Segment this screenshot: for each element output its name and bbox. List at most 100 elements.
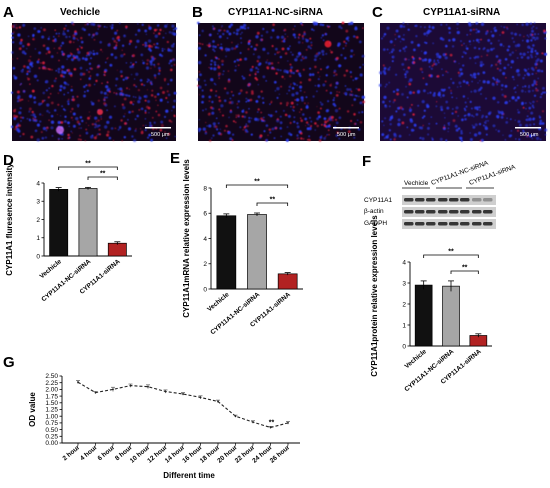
stain-spot [67,98,70,101]
nucleus-spot [403,68,405,71]
nucleus-spot [128,94,131,97]
nucleus-spot [61,65,65,69]
y-tick-label: 4 [203,236,207,243]
nucleus-spot [354,94,356,97]
nucleus-spot [487,119,490,122]
stain-spot [302,68,305,71]
nucleus-spot [79,72,84,76]
nucleus-spot [432,42,435,45]
nucleus-spot [514,44,518,48]
nucleus-spot [442,74,444,76]
stain-spot [217,44,219,46]
nucleus-spot [533,22,536,24]
nucleus-spot [277,68,280,71]
nucleus-spot [464,118,467,121]
nucleus-spot [527,89,531,93]
stain-spot [468,84,470,86]
nucleus-spot [325,109,329,113]
panel-letter-f: F [362,153,371,170]
nucleus-spot [317,84,321,88]
nucleus-spot [122,106,126,110]
nucleus-spot [275,110,278,113]
od-series-line [77,381,289,429]
nucleus-spot [86,89,89,92]
stain-spot [408,82,412,86]
nucleus-spot [398,49,402,52]
stain-spot [419,67,423,71]
nucleus-spot [146,80,149,83]
nucleus-spot [329,91,333,95]
nucleus-spot [198,119,200,121]
nucleus-spot [229,97,232,100]
nucleus-spot [46,46,50,51]
stain-spot [144,44,146,46]
nucleus-spot [254,117,258,121]
significance-label: ** [85,161,91,168]
wb-band [449,210,459,214]
nucleus-spot [431,137,434,139]
nucleus-spot [225,55,227,58]
stain-spot [319,76,321,77]
nucleus-spot [421,59,425,62]
nucleus-spot [36,60,40,64]
nucleus-spot [130,62,132,64]
nucleus-spot [460,129,463,133]
nucleus-spot [391,56,394,58]
nucleus-spot [476,55,480,59]
nucleus-spot [64,115,67,118]
stain-spot [55,77,57,80]
nucleus-spot [319,23,323,26]
nucleus-spot [506,48,510,52]
stain-spot [138,108,141,111]
nucleus-spot [45,129,48,132]
nucleus-spot [310,120,313,123]
y-tick-label: 6 [203,211,207,218]
nucleus-spot [466,34,469,36]
stain-spot [32,37,36,41]
nucleus-spot [198,34,201,36]
nucleus-spot [518,123,522,127]
stain-spot [270,100,273,103]
nucleus-spot [306,127,310,131]
stain-spot [266,59,269,61]
stain-spot [69,52,72,54]
stain-spot [76,95,79,98]
stain-spot [163,77,167,81]
stain-spot [148,44,152,48]
stain-spot [153,28,157,32]
wb-band [404,210,414,214]
nucleus-spot [323,39,325,41]
wb-band [404,198,414,202]
nucleus-spot [11,36,14,39]
nucleus-spot [244,128,248,132]
nucleus-spot [391,60,394,63]
stain-spot [47,50,51,54]
nucleus-spot [497,79,501,83]
stain-spot [89,75,92,77]
nucleus-spot [344,92,348,96]
nucleus-spot [217,64,219,66]
nucleus-spot [408,28,410,31]
nucleus-spot [497,110,499,112]
nucleus-spot [386,48,389,51]
nucleus-spot [286,92,288,95]
nucleus-spot [201,100,204,104]
nucleus-spot [464,52,467,55]
nucleus-spot [477,30,480,33]
nucleus-spot [308,73,312,77]
nucleus-spot [229,110,233,114]
stain-spot [144,99,147,102]
stain-spot [353,113,356,116]
stain-spot [154,66,156,68]
nucleus-spot [423,26,426,29]
data-point [94,391,97,394]
nucleus-spot [314,129,317,131]
nucleus-spot [241,75,244,78]
nucleus-spot [402,47,406,50]
nucleus-spot [296,125,300,129]
nucleus-spot [327,66,329,68]
nucleus-spot [250,133,253,136]
stain-spot [247,48,250,51]
nucleus-spot [83,28,86,32]
nucleus-spot [520,132,522,135]
